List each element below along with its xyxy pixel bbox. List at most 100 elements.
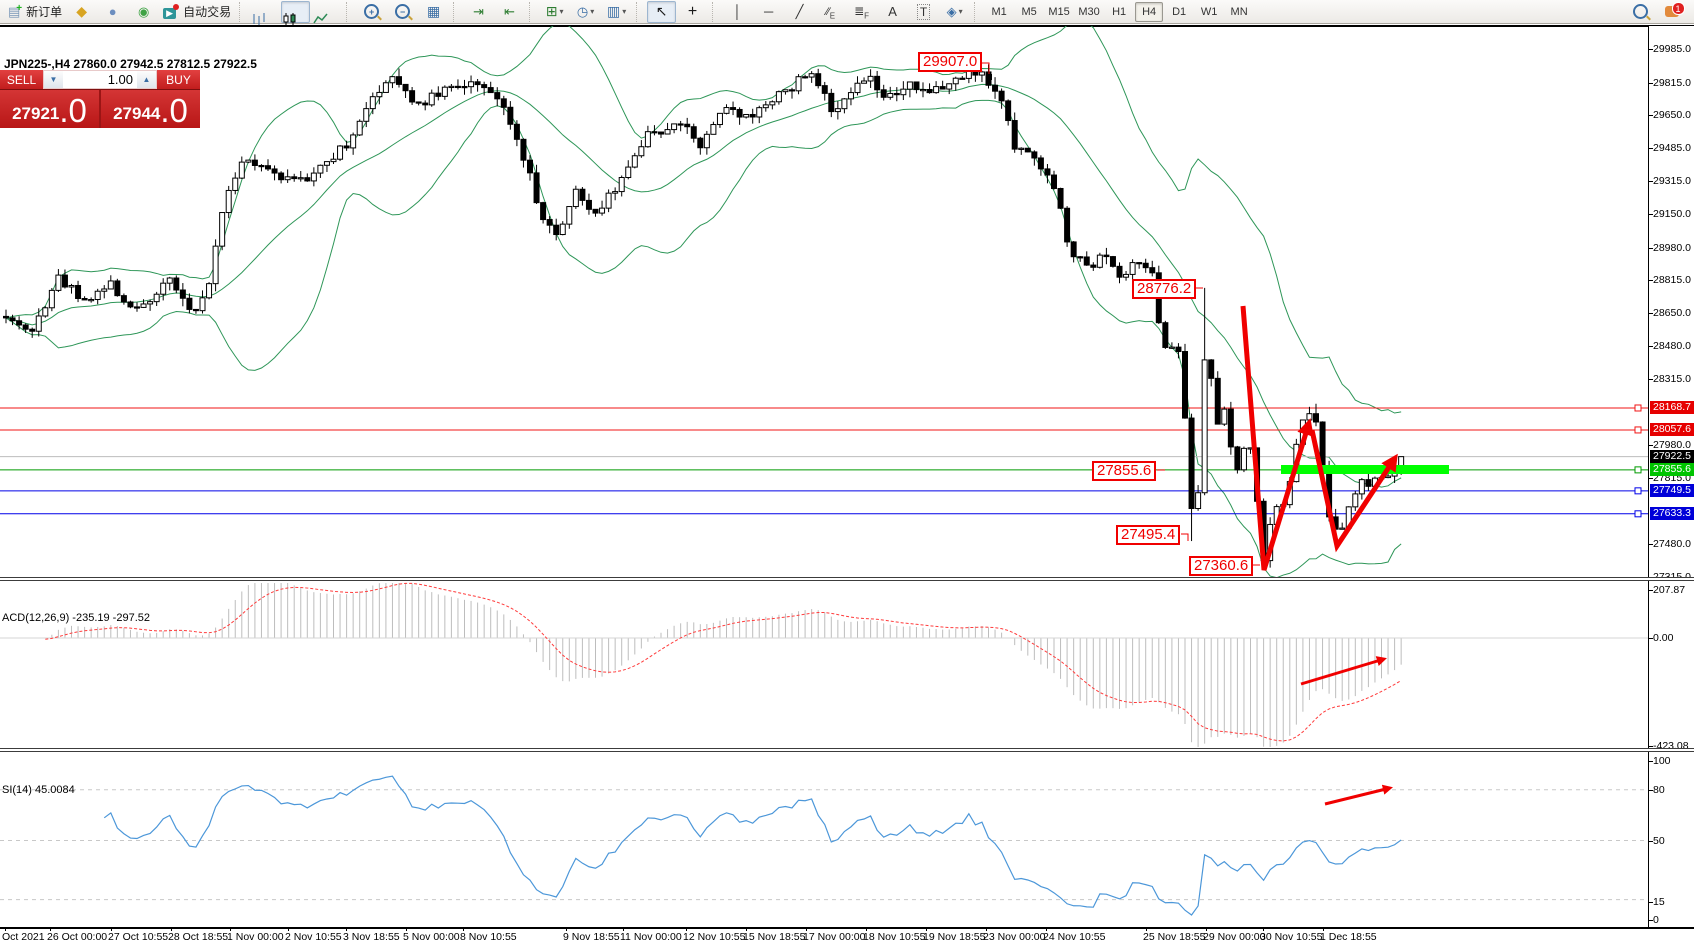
zoom-in-button[interactable]: +	[357, 1, 386, 23]
buy-price[interactable]: 27944.0	[101, 90, 200, 128]
line-handle[interactable]	[1634, 487, 1642, 495]
trendline-button[interactable]: ╱	[785, 1, 814, 23]
zoom-out-button[interactable]: −	[388, 1, 417, 23]
fibonacci-button[interactable]: ≣F	[847, 1, 876, 23]
price-tick-label: 29650.0	[1653, 109, 1691, 122]
indicators-button[interactable]: ⊞ ▾	[540, 1, 569, 23]
volume-increase-button[interactable]: ▲	[137, 71, 156, 88]
zigzag-arrow-1[interactable]	[1240, 305, 1314, 571]
clock-icon: ◷	[576, 3, 589, 19]
annotation-anchor	[986, 74, 992, 80]
chart-shift-button[interactable]: ⇤	[495, 1, 524, 23]
price-axis[interactable]: 29985.0 29815.0 29650.0 29485.0 29315.0 29150…	[1648, 26, 1694, 927]
chart-title: JPN225-,H4 27860.0 27942.5 27812.5 27922…	[4, 57, 257, 71]
timeframe-m15-button[interactable]: M15	[1048, 5, 1070, 18]
horizontal-line-button[interactable]: ─	[754, 1, 783, 23]
price-tick-label: 28815.0	[1653, 274, 1691, 287]
doc-plus-icon: ▤+	[8, 2, 23, 20]
search-button[interactable]	[1626, 1, 1655, 23]
macd-trend-arrow[interactable]	[1300, 656, 1387, 686]
tile-windows-button[interactable]: ▦	[419, 1, 448, 23]
vertical-line-button[interactable]: │	[723, 1, 752, 23]
volume-decrease-button[interactable]: ▼	[44, 71, 63, 88]
rsi-pane[interactable]	[0, 752, 1648, 927]
gold-cube-icon: ◆	[76, 3, 88, 19]
autotrading-icon: ▶	[163, 4, 180, 19]
volume-input[interactable]	[63, 71, 137, 88]
price-annotation-28776.2[interactable]: 28776.2	[1132, 279, 1197, 299]
buy-button[interactable]: BUY	[157, 70, 200, 89]
templates-button[interactable]: ▥ ▾	[602, 1, 631, 23]
channel-icon: ∕∕E	[826, 5, 836, 21]
price-tick-label: 29150.0	[1653, 208, 1691, 221]
label-button[interactable]: T	[909, 1, 938, 23]
notifications-button[interactable]: 1	[1657, 1, 1686, 23]
text-button[interactable]: A	[878, 1, 907, 23]
time-axis[interactable]: Oct 2021 26 Oct 00:00 27 Oct 10:55 28 Oct 1…	[0, 927, 1694, 943]
price-tick-label: 28980.0	[1653, 241, 1691, 254]
autotrading-button[interactable]: ▶ 自动交易	[160, 1, 234, 23]
pane-divider-rsi[interactable]	[0, 748, 1694, 752]
sell-button[interactable]: SELL	[0, 70, 43, 89]
cursor-button[interactable]: ↖	[647, 0, 677, 23]
line-handle[interactable]	[1634, 466, 1642, 474]
line-handle[interactable]	[1634, 426, 1642, 434]
green-signal-icon: ◉	[137, 3, 150, 19]
timeframe-mn-button[interactable]: MN	[1230, 5, 1248, 18]
time-tick-label: 1 Dec 18:55	[1320, 931, 1377, 943]
periods-button[interactable]: ◷ ▾	[571, 1, 600, 23]
toolbar-separator	[636, 1, 643, 22]
line-chart-button[interactable]	[312, 1, 341, 23]
crosshair-button[interactable]: +	[678, 1, 707, 23]
auto-scroll-button[interactable]: ⇥	[464, 1, 493, 23]
sell-price[interactable]: 27921.0	[0, 90, 99, 128]
green-highlight-bar[interactable]	[1281, 465, 1449, 474]
macd-pane[interactable]	[0, 581, 1648, 748]
time-tick-label: 19 Nov 18:55	[923, 931, 986, 943]
zigzag-arrow-2[interactable]	[1309, 429, 1398, 553]
equidistant-channel-button[interactable]: ∕∕E	[816, 1, 845, 23]
vline-icon: │	[733, 4, 742, 19]
timeframe-m5-button[interactable]: M5	[1021, 5, 1037, 18]
price-annotation-27855.6[interactable]: 27855.6	[1092, 461, 1157, 481]
line-handle[interactable]	[1634, 404, 1642, 412]
market-watch-button[interactable]: ◆	[67, 1, 96, 23]
notification-badge: 1	[1671, 2, 1685, 15]
template-icon: ▥	[606, 3, 621, 19]
time-tick-label: 18 Nov 10:55	[863, 931, 926, 943]
line-handle[interactable]	[1634, 510, 1642, 518]
navigator-button[interactable]: ●	[98, 1, 127, 23]
timeframe-h4-button[interactable]: H4	[1135, 1, 1164, 22]
bar-chart-button[interactable]	[250, 1, 279, 25]
chat-bubble-icon: 1	[1664, 2, 1685, 17]
price-tick-label: 29485.0	[1653, 141, 1691, 154]
fibo-icon: ≣F	[854, 3, 870, 21]
timeframe-d1-button[interactable]: D1	[1172, 5, 1187, 18]
main-price-chart[interactable]	[0, 26, 1648, 578]
time-tick-label: 1 Nov 00:00	[227, 931, 284, 943]
timeframe-m1-button[interactable]: M1	[991, 5, 1007, 18]
time-tick-label: 17 Nov 00:00	[803, 931, 866, 943]
timeframe-m30-button[interactable]: M30	[1078, 5, 1100, 18]
price-annotation-29907.0[interactable]: 29907.0	[918, 52, 983, 72]
trendline-icon: ╱	[795, 3, 804, 19]
price-annotation-27360.6[interactable]: 27360.6	[1189, 556, 1254, 576]
indicator-scale-label: 80	[1653, 784, 1665, 796]
timeframe-w1-button[interactable]: W1	[1200, 5, 1218, 18]
shapes-button[interactable]: ◈ ▾	[940, 1, 969, 23]
new-order-button[interactable]: ▤+ 新订单	[8, 2, 63, 20]
macd-signal-line	[45, 582, 1402, 742]
signals-button[interactable]: ◉	[129, 1, 158, 23]
price-tick-label: 29985.0	[1653, 43, 1691, 55]
volume-stepper: ▼ ▲	[43, 70, 157, 89]
timeframe-h1-button[interactable]: H1	[1112, 5, 1127, 18]
time-tick-label: 23 Nov 00:00	[983, 931, 1046, 943]
pane-divider-macd[interactable]	[0, 577, 1694, 581]
labelT-icon: T	[916, 3, 931, 20]
candlestick-chart-button[interactable]	[281, 0, 311, 25]
lens-minus-icon: −	[395, 4, 411, 19]
rsi-trend-arrow[interactable]	[1324, 784, 1393, 806]
price-annotation-27495.4[interactable]: 27495.4	[1116, 525, 1181, 545]
search-icon	[1633, 4, 1648, 19]
time-tick-label: 8 Nov 10:55	[460, 931, 517, 943]
